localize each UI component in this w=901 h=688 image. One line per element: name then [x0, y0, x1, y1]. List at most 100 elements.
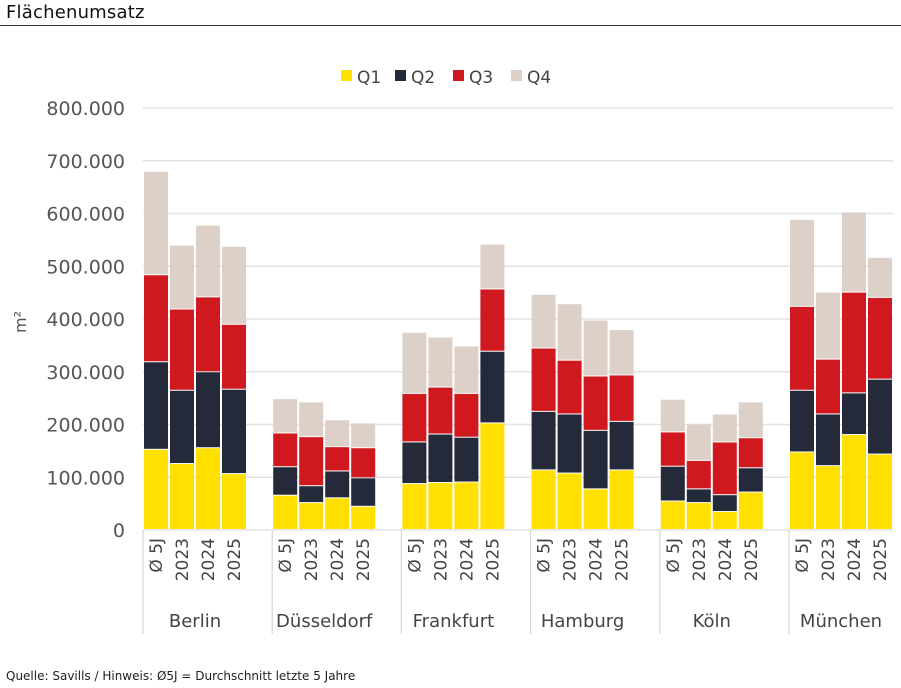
- y-tick-label: 200.000: [46, 415, 125, 437]
- bar-düsseldorf-2024-q3: [325, 447, 350, 471]
- y-tick-label: 700.000: [46, 151, 125, 173]
- bar-berlin-2024-q2: [196, 372, 220, 448]
- bar-frankfurt-2024-q1: [454, 482, 479, 529]
- bar-münchen-2025-q4: [868, 257, 892, 297]
- bar-berlin-ø5j-q4: [144, 171, 168, 275]
- x-tick-label: Ø 5J: [147, 538, 167, 573]
- bar-berlin-2025-q1: [222, 474, 246, 529]
- bar-berlin-2023-q4: [170, 245, 194, 309]
- x-tick-label: 2025: [613, 538, 633, 581]
- bar-düsseldorf-ø5j-q3: [273, 433, 298, 467]
- bar-münchen-2023-q4: [816, 292, 840, 359]
- bar-hamburg-2023-q2: [557, 414, 582, 473]
- bar-hamburg-ø5j-q2: [531, 411, 556, 470]
- bar-düsseldorf-ø5j-q1: [273, 495, 298, 529]
- x-tick-label: 2025: [871, 538, 891, 581]
- bar-berlin-ø5j-q3: [144, 275, 168, 362]
- group-label: Düsseldorf: [276, 611, 373, 632]
- bar-frankfurt-2025-q1: [480, 423, 505, 529]
- bar-köln-ø5j-q1: [660, 501, 685, 529]
- x-tick-label: 2023: [561, 538, 581, 581]
- bar-köln-2025-q2: [738, 468, 763, 492]
- bar-hamburg-2025-q3: [609, 375, 634, 421]
- legend-swatch-q2: [395, 70, 406, 81]
- bar-düsseldorf-2024-q2: [325, 471, 350, 498]
- x-tick-label: Ø 5J: [535, 538, 555, 573]
- x-tick-label: 2024: [845, 538, 865, 581]
- x-tick-label: 2024: [587, 538, 607, 581]
- bar-münchen-2025-q1: [868, 454, 892, 529]
- bar-berlin-2024-q3: [196, 297, 220, 372]
- bar-münchen-2024-q1: [842, 435, 866, 529]
- bar-köln-2023-q4: [686, 424, 711, 460]
- bar-frankfurt-2023-q4: [428, 337, 453, 387]
- bar-köln-2025-q1: [738, 492, 763, 529]
- bar-frankfurt-ø5j-q3: [402, 393, 427, 442]
- bar-hamburg-2023-q4: [557, 304, 582, 360]
- bar-berlin-2024-q1: [196, 448, 220, 529]
- x-tick-label: 2025: [483, 538, 503, 581]
- bar-frankfurt-ø5j-q2: [402, 442, 427, 484]
- y-tick-label: 0: [113, 520, 125, 542]
- chart-title: Flächenumsatz: [6, 2, 145, 23]
- bar-hamburg-2025-q4: [609, 330, 634, 375]
- bar-münchen-2025-q2: [868, 379, 892, 454]
- bar-düsseldorf-2023-q4: [299, 402, 324, 437]
- bar-düsseldorf-2024-q4: [325, 420, 350, 447]
- x-tick-label: 2025: [225, 538, 245, 581]
- bar-hamburg-2023-q3: [557, 360, 582, 414]
- y-tick-label: 500.000: [46, 256, 125, 278]
- group-label: Hamburg: [541, 611, 624, 632]
- bar-münchen-2024-q4: [842, 212, 866, 292]
- y-tick-label: 800.000: [46, 98, 125, 120]
- bar-hamburg-ø5j-q3: [531, 348, 556, 411]
- x-tick-label: Ø 5J: [276, 538, 296, 573]
- bar-köln-ø5j-q3: [660, 432, 685, 466]
- bar-köln-2023-q3: [686, 460, 711, 489]
- x-tick-label: 2023: [431, 538, 451, 581]
- bar-hamburg-2024-q2: [583, 430, 608, 489]
- bar-münchen-2023-q3: [816, 359, 840, 414]
- bar-düsseldorf-2025-q2: [351, 478, 376, 506]
- bar-düsseldorf-ø5j-q2: [273, 467, 298, 495]
- bar-berlin-2024-q4: [196, 225, 220, 297]
- bar-frankfurt-2025-q4: [480, 244, 505, 289]
- group-label: Frankfurt: [413, 611, 495, 632]
- x-tick-label: 2024: [457, 538, 477, 581]
- x-tick-label: 2023: [819, 538, 839, 581]
- source-note: Quelle: Savills / Hinweis: Ø5J = Durchsc…: [6, 669, 356, 683]
- bar-münchen-2023-q2: [816, 414, 840, 466]
- bar-hamburg-2024-q1: [583, 489, 608, 529]
- legend-swatch-q4: [511, 70, 522, 81]
- bar-köln-2023-q1: [686, 503, 711, 529]
- bar-köln-2024-q2: [712, 495, 737, 512]
- bar-frankfurt-2023-q2: [428, 434, 453, 483]
- y-tick-label: 100.000: [46, 467, 125, 489]
- x-tick-label: 2025: [354, 538, 374, 581]
- bar-münchen-ø5j-q2: [790, 390, 814, 452]
- bar-hamburg-2024-q4: [583, 320, 608, 376]
- x-tick-label: 2024: [716, 538, 736, 581]
- bar-hamburg-2025-q2: [609, 421, 634, 470]
- group-label: Berlin: [169, 611, 221, 632]
- bar-köln-ø5j-q2: [660, 466, 685, 501]
- bar-münchen-2024-q2: [842, 393, 866, 435]
- legend-swatch-q1: [341, 70, 352, 81]
- bar-düsseldorf-2025-q3: [351, 448, 376, 478]
- bar-berlin-ø5j-q2: [144, 362, 168, 449]
- x-tick-label: 2023: [302, 538, 322, 581]
- bar-düsseldorf-2023-q3: [299, 437, 324, 486]
- bar-frankfurt-2023-q3: [428, 387, 453, 434]
- bar-münchen-ø5j-q3: [790, 306, 814, 390]
- legend-label-q1: Q1: [357, 68, 381, 88]
- bar-köln-2025-q3: [738, 438, 763, 468]
- bar-düsseldorf-2024-q1: [325, 498, 350, 529]
- x-tick-label: 2024: [328, 538, 348, 581]
- bar-düsseldorf-2023-q2: [299, 486, 324, 503]
- bar-berlin-2025-q2: [222, 389, 246, 474]
- bar-köln-2025-q4: [738, 402, 763, 438]
- x-tick-label: Ø 5J: [793, 538, 813, 573]
- bar-münchen-2025-q3: [868, 297, 892, 379]
- y-tick-label: 400.000: [46, 309, 125, 331]
